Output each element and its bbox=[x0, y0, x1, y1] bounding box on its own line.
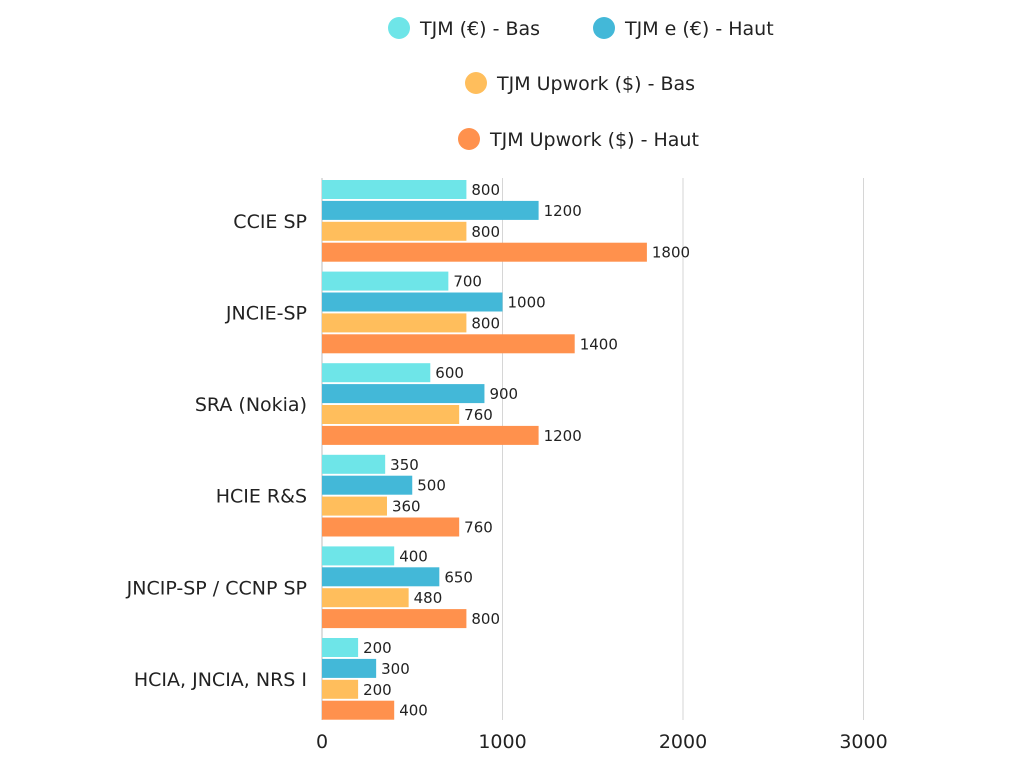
bar bbox=[322, 242, 647, 262]
data-label: 300 bbox=[381, 660, 410, 678]
bar bbox=[322, 638, 359, 657]
bar bbox=[322, 496, 387, 516]
data-label: 800 bbox=[471, 181, 500, 199]
bar bbox=[322, 221, 467, 241]
bar bbox=[322, 679, 359, 699]
x-tick-label: 3000 bbox=[839, 731, 887, 753]
bar bbox=[322, 405, 460, 424]
bar bbox=[322, 517, 460, 537]
category-label: SRA (Nokia) bbox=[195, 394, 307, 416]
legend-label: TJM (€) - Bas bbox=[419, 18, 540, 40]
data-label: 500 bbox=[417, 477, 446, 495]
bar bbox=[322, 271, 449, 291]
category-label: HCIE R&S bbox=[216, 486, 307, 508]
gridlines bbox=[321, 178, 864, 720]
bar bbox=[322, 292, 503, 312]
data-label: 400 bbox=[399, 547, 428, 565]
bar bbox=[322, 567, 440, 587]
data-label: 800 bbox=[471, 223, 500, 241]
bar bbox=[322, 454, 386, 474]
data-label: 1200 bbox=[544, 427, 582, 445]
category-label: CCIE SP bbox=[233, 211, 307, 233]
category-label: JNCIP-SP / CCNP SP bbox=[126, 577, 307, 599]
x-tick-label: 1000 bbox=[478, 731, 526, 753]
data-label: 760 bbox=[464, 519, 493, 537]
data-label: 700 bbox=[453, 273, 482, 291]
bar bbox=[322, 700, 395, 720]
x-tick-label: 2000 bbox=[659, 731, 707, 753]
legend-marker bbox=[465, 72, 487, 94]
data-label: 760 bbox=[464, 406, 493, 424]
category-label: JNCIE-SP bbox=[225, 302, 307, 324]
bar bbox=[322, 609, 467, 629]
legend-label: TJM Upwork ($) - Bas bbox=[496, 73, 695, 95]
data-label: 800 bbox=[471, 314, 500, 332]
data-label: 350 bbox=[390, 456, 419, 474]
data-label: 200 bbox=[363, 639, 392, 657]
data-label: 400 bbox=[399, 702, 428, 720]
category-label: HCIA, JNCIA, NRS I bbox=[134, 669, 307, 691]
bar bbox=[322, 425, 539, 445]
data-label: 480 bbox=[414, 589, 443, 607]
legend-marker bbox=[593, 17, 615, 39]
legend-marker bbox=[458, 128, 480, 150]
data-label: 600 bbox=[435, 364, 464, 382]
legend-label: TJM Upwork ($) - Haut bbox=[489, 129, 699, 151]
bar bbox=[322, 334, 575, 354]
data-label: 200 bbox=[363, 681, 392, 699]
bar bbox=[322, 588, 409, 608]
data-label: 650 bbox=[444, 568, 473, 586]
bar bbox=[322, 200, 539, 220]
data-label: 900 bbox=[489, 385, 518, 403]
data-label: 800 bbox=[471, 610, 500, 628]
bar bbox=[322, 313, 467, 333]
legend-label: TJM e (€) - Haut bbox=[624, 18, 774, 40]
bar bbox=[322, 475, 413, 495]
data-label: 1200 bbox=[544, 202, 582, 220]
legend-marker bbox=[388, 17, 410, 39]
bar bbox=[322, 384, 485, 404]
data-label: 1800 bbox=[652, 244, 690, 262]
x-axis: 0 1000 2000 3000 bbox=[316, 731, 888, 753]
data-label: 1400 bbox=[580, 335, 618, 353]
bar bbox=[322, 658, 377, 678]
data-label: 360 bbox=[392, 498, 421, 516]
labels: 800 1200 800 1800 CCIE SP 700 1000 800 1400 JNCIE… bbox=[126, 181, 690, 720]
x-tick-label: 0 bbox=[316, 731, 328, 753]
bar bbox=[322, 180, 467, 199]
bars bbox=[322, 180, 647, 720]
legend: TJM (€) - Bas TJM e (€) - Haut TJM Upwork … bbox=[388, 17, 774, 151]
bar bbox=[322, 363, 431, 383]
bar bbox=[322, 546, 395, 566]
data-label: 1000 bbox=[508, 294, 546, 312]
